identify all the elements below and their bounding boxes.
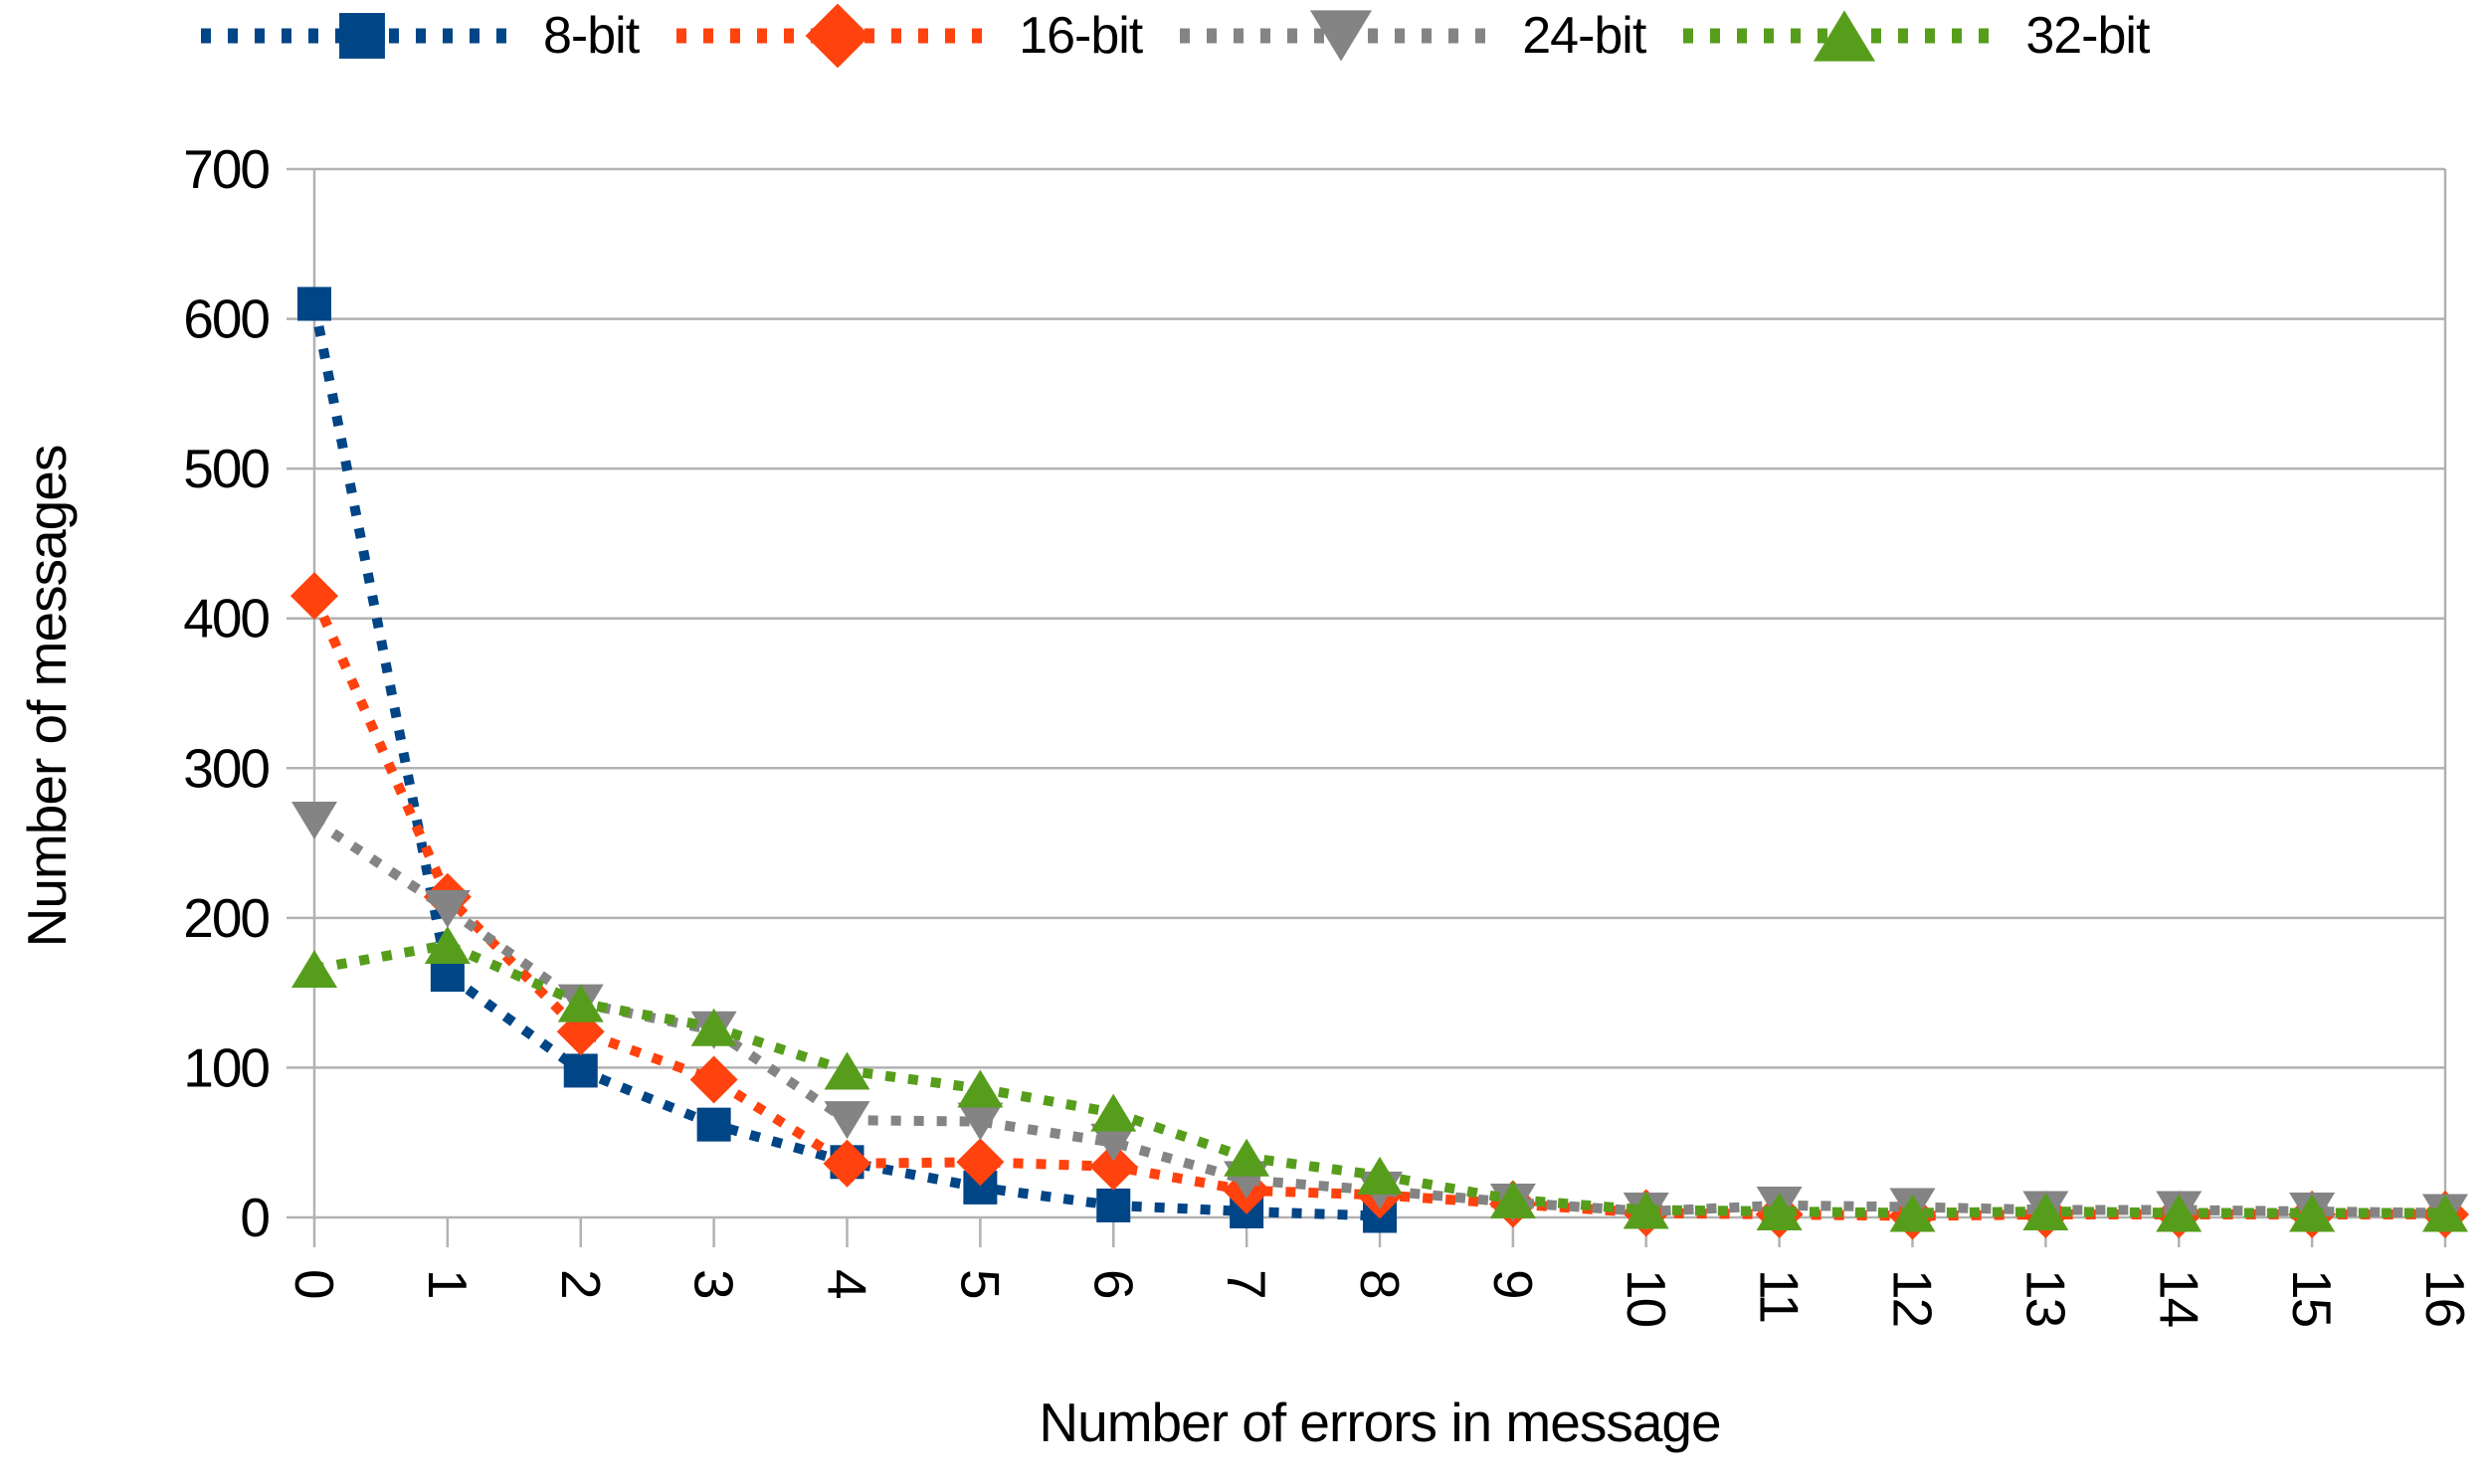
series-marker-24-bit [824,1101,870,1140]
legend-item-32bit: 32-bit [1679,4,2150,68]
y-tick-label: 200 [183,887,269,949]
legend-marker-32-bit [1814,10,1876,62]
series-marker-32-bit [1090,1093,1137,1132]
x-tick-label: 2 [550,1269,612,1298]
series-line-16-bit [309,594,2445,1221]
series-marker-24-bit [1090,1123,1137,1162]
series-marker-32-bit [824,1051,870,1090]
x-tick-label: 15 [2281,1269,2343,1327]
legend-item-24bit: 24-bit [1176,4,1646,68]
x-axis-title: Number of errors in message [1039,1391,1721,1453]
series-marker-16-bit [689,1055,738,1104]
legend-label: 16-bit [1019,7,1143,65]
series-marker-16-bit [1089,1142,1138,1191]
legend-swatch-diamond-icon [676,4,1000,68]
x-tick-label: 1 [417,1269,479,1298]
x-tick-label: 6 [1082,1269,1144,1298]
x-tick-label: 10 [1616,1269,1677,1327]
legend-item-8bit: 8-bit [197,4,640,68]
legend-label: 24-bit [1522,7,1646,65]
series-marker-8-bit [563,1053,598,1088]
x-tick-label: 12 [1882,1269,1944,1326]
y-tick-label: 400 [183,588,269,649]
series-marker-24-bit [291,801,337,839]
y-tick-label: 100 [183,1036,269,1098]
legend-label: 32-bit [2025,7,2150,65]
series-line-24-bit [311,816,2446,1218]
y-tick-label: 600 [183,288,269,350]
y-axis-title: Number of messages [16,445,78,948]
x-tick-label: 0 [284,1269,345,1298]
legend-swatch-triangle-up-icon [1683,10,2007,62]
x-tick-label: 11 [1749,1269,1811,1322]
series-marker-32-bit [1623,1191,1669,1229]
y-tick-label: 0 [240,1187,269,1248]
series-marker-32-bit [1889,1194,1936,1232]
series-marker-32-bit [1489,1180,1536,1218]
series-marker-16-bit [290,572,338,621]
legend-marker-24-bit [1310,10,1373,62]
series-marker-32-bit [2156,1194,2202,1232]
x-tick-label: 3 [683,1269,745,1298]
x-tick-label: 5 [949,1269,1011,1298]
legend-swatch-triangle-down-icon [1180,10,1503,62]
series-marker-8-bit [696,1107,731,1142]
series-marker-8-bit [297,286,331,321]
series-marker-24-bit [424,889,471,928]
legend-swatch-square-icon [201,13,523,59]
series-marker-32-bit [2022,1192,2069,1230]
series-marker-16-bit [823,1139,871,1188]
y-tick-label: 300 [183,737,269,799]
x-tick-label: 4 [817,1269,878,1298]
legend-marker-16-bit [805,4,870,68]
x-tick-label: 16 [2414,1269,2476,1327]
series-marker-32-bit [690,1008,737,1046]
x-tick-label: 7 [1216,1269,1277,1298]
x-tick-label: 8 [1349,1269,1411,1298]
x-tick-label: 9 [1482,1269,1544,1298]
y-tick-label: 500 [183,438,269,499]
series-marker-32-bit [424,925,471,964]
legend-item-16bit: 16-bit [672,4,1143,68]
series-marker-32-bit [957,1069,1004,1108]
series-marker-32-bit [557,984,604,1022]
series-marker-32-bit [1357,1156,1403,1195]
series-marker-32-bit [2422,1194,2468,1232]
chart-legend: 8-bit 16-bit 24-bit 32-bit [197,4,2183,68]
series-marker-24-bit [957,1102,1004,1141]
x-tick-label: 14 [2148,1269,2209,1327]
series-marker-32-bit [291,950,337,989]
legend-label: 8-bit [543,7,640,65]
series-marker-16-bit [556,1008,605,1056]
series-marker-8-bit [1096,1188,1131,1222]
y-tick-label: 700 [183,138,269,200]
x-tick-label: 13 [2014,1269,2076,1327]
series-marker-32-bit [2289,1194,2336,1232]
legend-marker-8-bit [339,13,385,59]
series-marker-16-bit [956,1138,1005,1187]
series-marker-32-bit [1224,1138,1270,1177]
series-marker-32-bit [1756,1192,1803,1230]
